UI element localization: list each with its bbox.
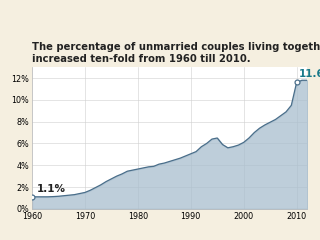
- Text: The percentage of unmarried couples living together has
increased ten-fold from : The percentage of unmarried couples livi…: [32, 42, 320, 64]
- Text: 1.1%: 1.1%: [37, 184, 66, 194]
- Text: 11.6%: 11.6%: [299, 69, 320, 79]
